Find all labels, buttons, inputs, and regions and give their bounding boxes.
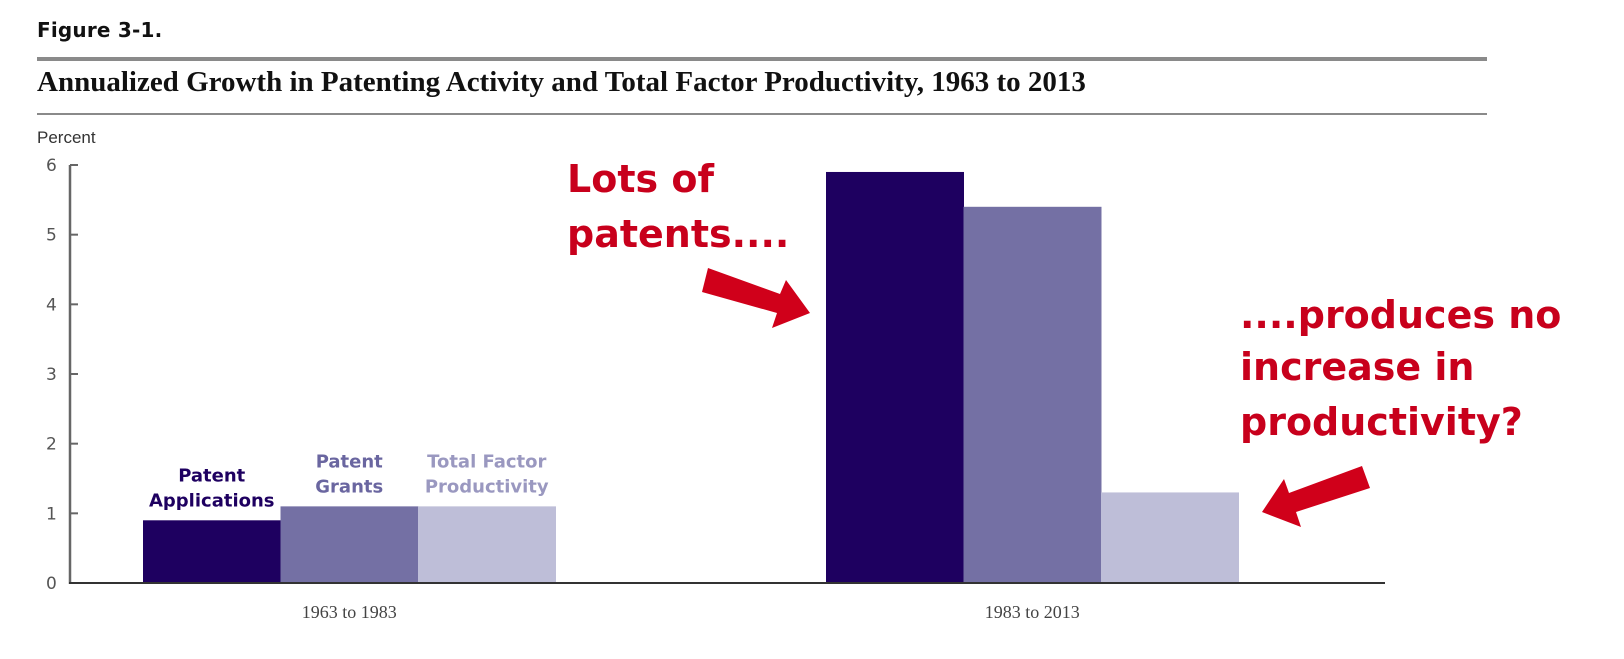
legend-label: Patent <box>316 451 383 472</box>
y-tick-label: 1 <box>46 504 57 524</box>
legend-label: Total Factor <box>427 451 546 472</box>
bar-patent-applications-1 <box>826 171 964 583</box>
figure-label: Figure 3-1. <box>37 18 163 42</box>
bar-patent-applications-0 <box>143 520 281 583</box>
inline-legend: Patent Applications Patent Grants Total Fact… <box>149 451 549 511</box>
annotation-line: increase in <box>1240 345 1474 389</box>
legend-label: Productivity <box>425 476 549 497</box>
y-tick-label: 6 <box>46 156 57 176</box>
annotation-line: ....produces no <box>1240 293 1561 337</box>
annotation-line: patents.... <box>567 212 789 256</box>
legend-label: Patent <box>178 465 245 486</box>
y-tick-label: 4 <box>46 295 57 315</box>
bar-total-factor-productivity-0 <box>418 506 556 583</box>
annotation-line: productivity? <box>1240 400 1523 444</box>
y-axis-ticks: 0 1 2 3 4 5 6 <box>46 156 78 594</box>
legend-label: Grants <box>315 476 383 497</box>
arrow-right-down-icon <box>702 268 810 328</box>
x-category-label: 1963 to 1983 <box>302 602 397 622</box>
x-category-label: 1983 to 2013 <box>985 602 1080 622</box>
y-tick-label: 0 <box>46 574 57 594</box>
bars <box>143 171 1239 584</box>
y-tick-label: 2 <box>46 435 57 455</box>
y-tick-label: 5 <box>46 226 57 246</box>
legend-label: Applications <box>149 490 275 511</box>
bar-total-factor-productivity-1 <box>1101 492 1239 583</box>
y-axis-label: Percent <box>37 128 96 147</box>
chart-title: Annualized Growth in Patenting Activity … <box>37 66 1086 98</box>
arrow-left-down-icon <box>1262 466 1370 527</box>
annotation-lots-of-patents: Lots of patents.... <box>567 157 810 328</box>
title-rule-bottom <box>37 113 1487 115</box>
bar-patent-grants-1 <box>963 206 1102 584</box>
y-tick-label: 3 <box>46 365 57 385</box>
title-rule-top <box>37 57 1487 61</box>
annotation-no-productivity: ....produces no increase in productivity… <box>1240 293 1561 527</box>
annotation-line: Lots of <box>567 157 714 201</box>
bar-patent-grants-0 <box>280 506 419 583</box>
x-axis-categories: 1963 to 1983 1983 to 2013 <box>302 602 1080 622</box>
